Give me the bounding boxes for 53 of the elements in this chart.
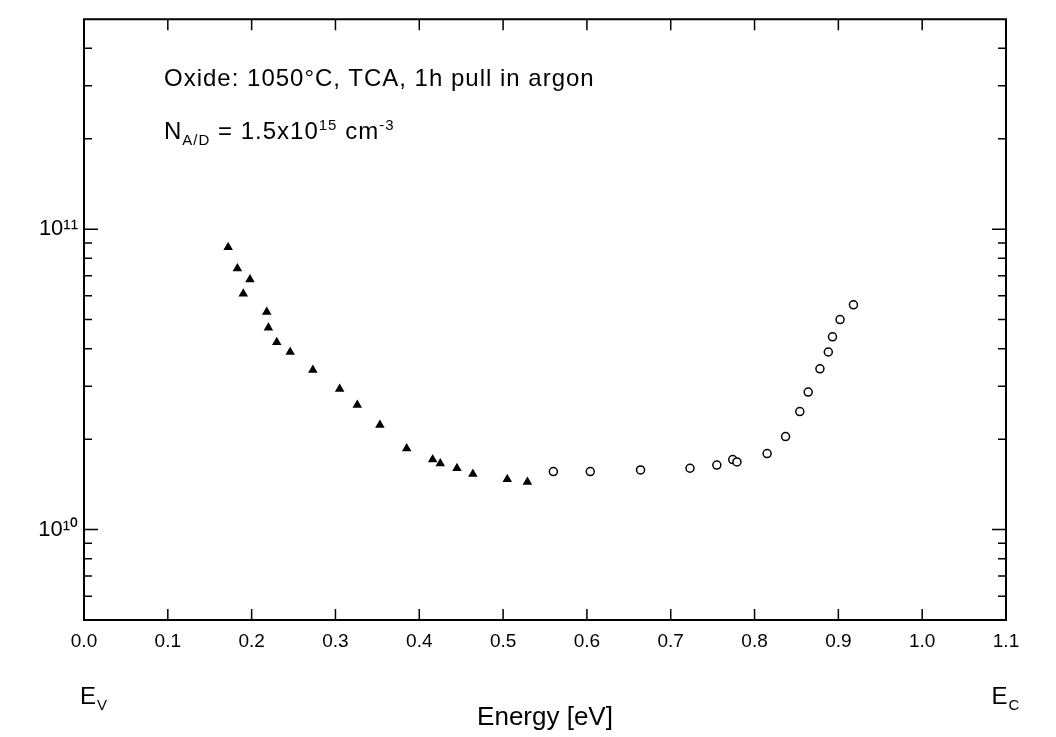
point: [795, 406, 805, 417]
x-tick-label: 0.7: [657, 629, 684, 651]
point: [635, 465, 646, 475]
point: [428, 454, 437, 463]
point: [245, 274, 255, 283]
x-axis-title: Energy [eV]: [477, 700, 613, 731]
point: [835, 314, 845, 325]
point: [848, 300, 859, 310]
point: [503, 474, 512, 483]
x-tick-label: 1.1: [992, 629, 1020, 651]
point: [762, 448, 772, 459]
x-tick-label: 0.8: [741, 629, 768, 651]
annotation: N$_{A/D}$ = 1.5x10$^{15}$ cm$^{-3}$: [164, 116, 395, 148]
x-tick-label: 1.0: [908, 629, 936, 651]
y-tick-label: 10¹¹: [38, 215, 78, 241]
point: [272, 337, 281, 346]
point: [685, 463, 695, 473]
point: [468, 469, 478, 477]
point: [523, 477, 532, 485]
point: [712, 460, 722, 470]
point: [335, 384, 344, 392]
point: [375, 420, 385, 428]
point: [436, 458, 445, 467]
x-tick-label: 0.1: [154, 629, 182, 651]
point: [815, 364, 825, 374]
point: [353, 400, 362, 408]
point: [285, 347, 295, 355]
y-tick-label: 10¹⁰: [38, 515, 78, 541]
point: [803, 387, 813, 397]
point: [780, 431, 791, 442]
point: [823, 347, 834, 357]
text: E$_{V}$: [80, 682, 109, 713]
x-tick-label: 0.4: [406, 629, 433, 651]
x-tick-label: 0.3: [322, 629, 349, 651]
x-tick-label: 0.2: [238, 629, 265, 651]
point: [452, 463, 462, 471]
point: [233, 263, 242, 272]
point: [262, 307, 271, 315]
point: [732, 457, 742, 467]
point: [223, 242, 233, 251]
point: [585, 466, 596, 477]
point: [402, 443, 411, 452]
x-tick-label: 0.5: [489, 629, 517, 651]
point: [264, 322, 273, 331]
x-tick-label: 0.6: [573, 629, 601, 651]
point: [239, 288, 248, 297]
annotation: Oxide: 1050°C, TCA, 1h pull in argon: [164, 64, 595, 93]
point: [548, 466, 559, 477]
point: [827, 332, 838, 342]
point: [308, 365, 318, 373]
x-tick-label: 0.0: [70, 629, 98, 651]
text: E$_{C}$: [991, 682, 1021, 713]
x-tick-label: 0.9: [825, 629, 852, 651]
